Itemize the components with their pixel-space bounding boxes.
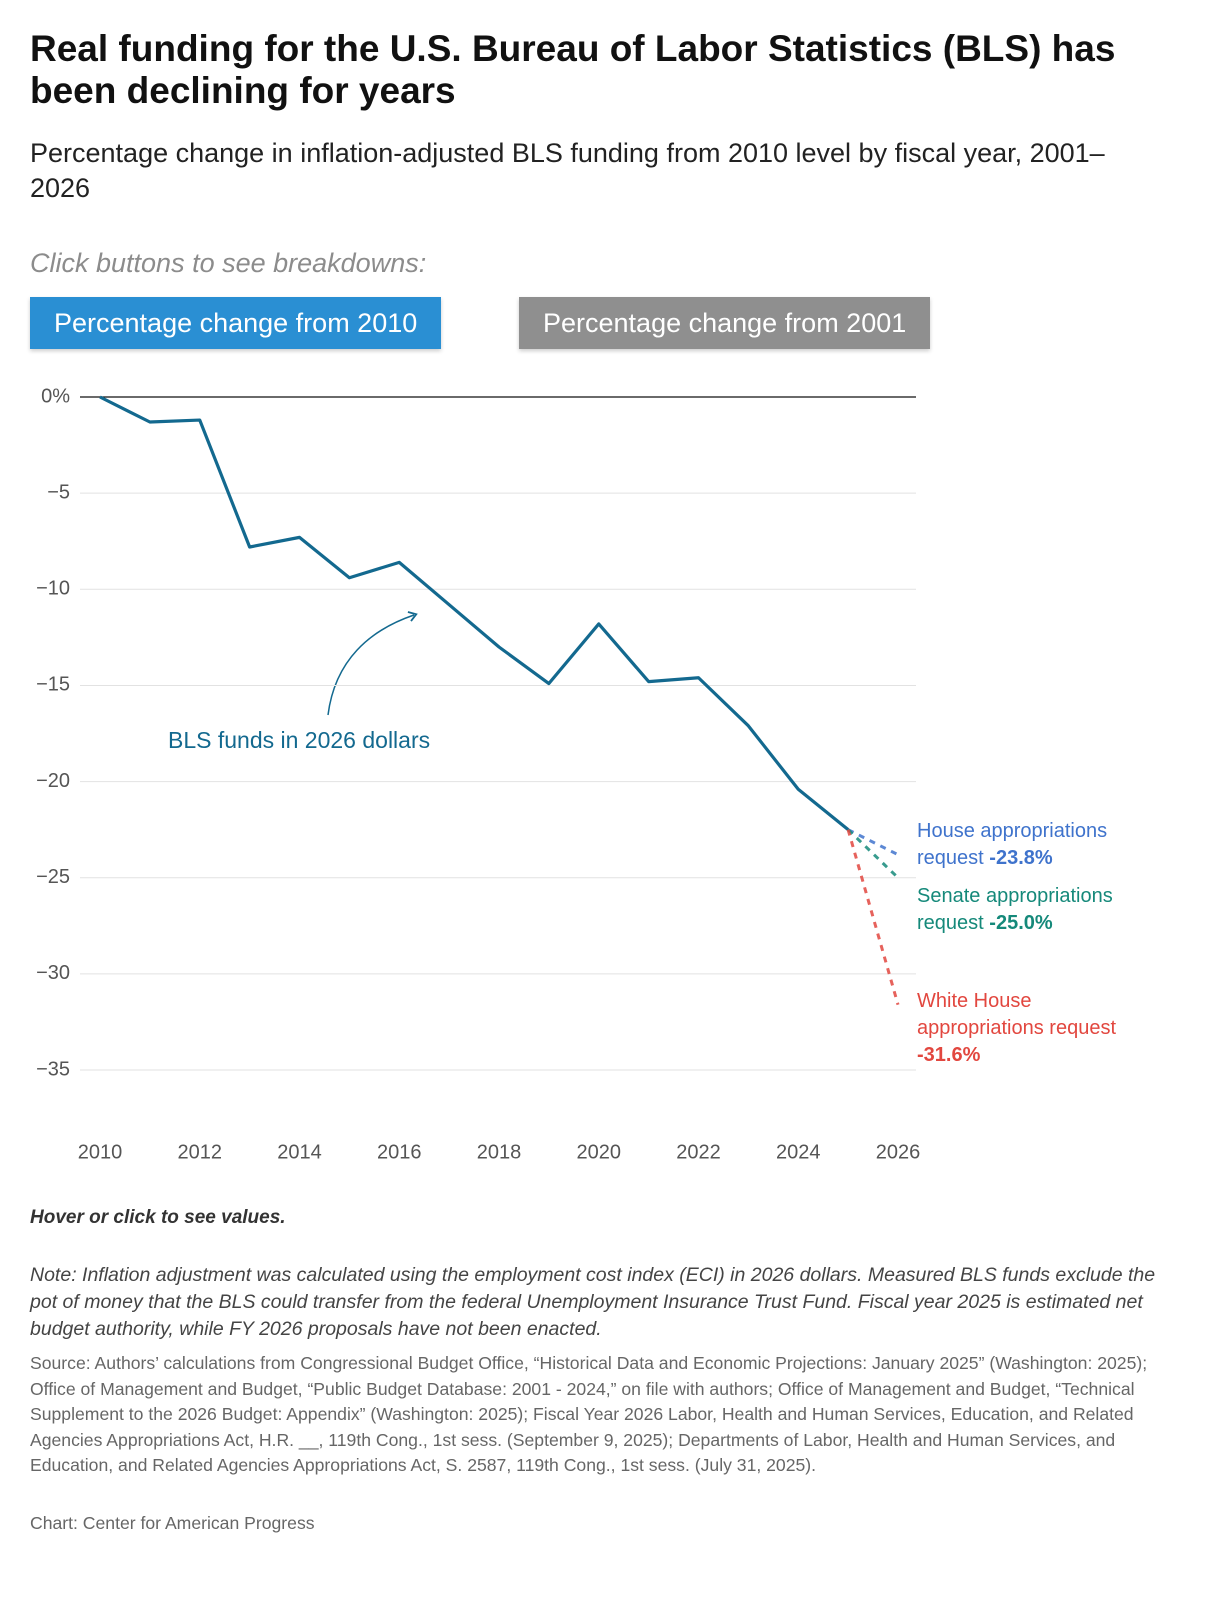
series-name: Senate appropriations request	[917, 885, 1113, 934]
x-tick-label: 2022	[676, 1141, 721, 1163]
y-tick-label: 0%	[41, 385, 70, 407]
y-tick-label: −10	[36, 578, 70, 600]
series-label: White House appropriations request -31.6…	[917, 988, 1152, 1069]
x-tick-label: 2024	[776, 1141, 821, 1163]
tab-button[interactable]: Percentage change from 2010	[30, 297, 442, 349]
x-tick-label: 2010	[78, 1141, 123, 1163]
source: Source: Authors’ calculations from Congr…	[30, 1353, 1148, 1475]
y-tick-label: −15	[36, 674, 70, 696]
x-tick-label: 2014	[277, 1141, 322, 1163]
title: Real funding for the U.S. Bureau of Labo…	[30, 28, 1116, 111]
x-tick-label: 2026	[876, 1141, 921, 1163]
x-tick-label: 2020	[577, 1141, 622, 1163]
annotation-arrow	[327, 611, 418, 716]
subtitle: Percentage change in inflation-adjusted …	[30, 138, 1105, 203]
y-tick-label: −20	[36, 770, 70, 792]
tab-button[interactable]: Percentage change from 2001	[519, 297, 931, 349]
value-label: -23.8%	[989, 847, 1053, 869]
y-tick-label: −25	[36, 866, 70, 888]
x-tick-label: 2018	[477, 1141, 522, 1163]
series-label: BLS funds in 2026 dollars	[168, 727, 430, 753]
series-line	[99, 395, 850, 831]
series-name: White House appropriations request	[917, 990, 1117, 1039]
series-label: House appropriations request -23.8%	[917, 818, 1152, 872]
prompt: Click buttons to see breakdowns:	[30, 248, 427, 278]
series-label: Senate appropriations request -25.0%	[917, 883, 1152, 937]
y-tick-label: −5	[47, 481, 70, 503]
hint: Hover or click to see values.	[30, 1207, 286, 1228]
x-tick-label: 2016	[377, 1141, 422, 1163]
value-label: -25.0%	[989, 912, 1053, 934]
series-name: House appropriations request	[917, 820, 1108, 869]
value-label: -31.6%	[917, 1044, 981, 1066]
credit: Chart: Center for American Progress	[30, 1513, 315, 1533]
y-tick-label: −35	[36, 1058, 70, 1080]
x-tick-label: 2012	[178, 1141, 223, 1163]
series-line	[847, 828, 899, 857]
y-tick-label: −30	[36, 962, 70, 984]
note: Note: Inflation adjustment was calculate…	[30, 1264, 1156, 1340]
series-line	[846, 829, 900, 1006]
